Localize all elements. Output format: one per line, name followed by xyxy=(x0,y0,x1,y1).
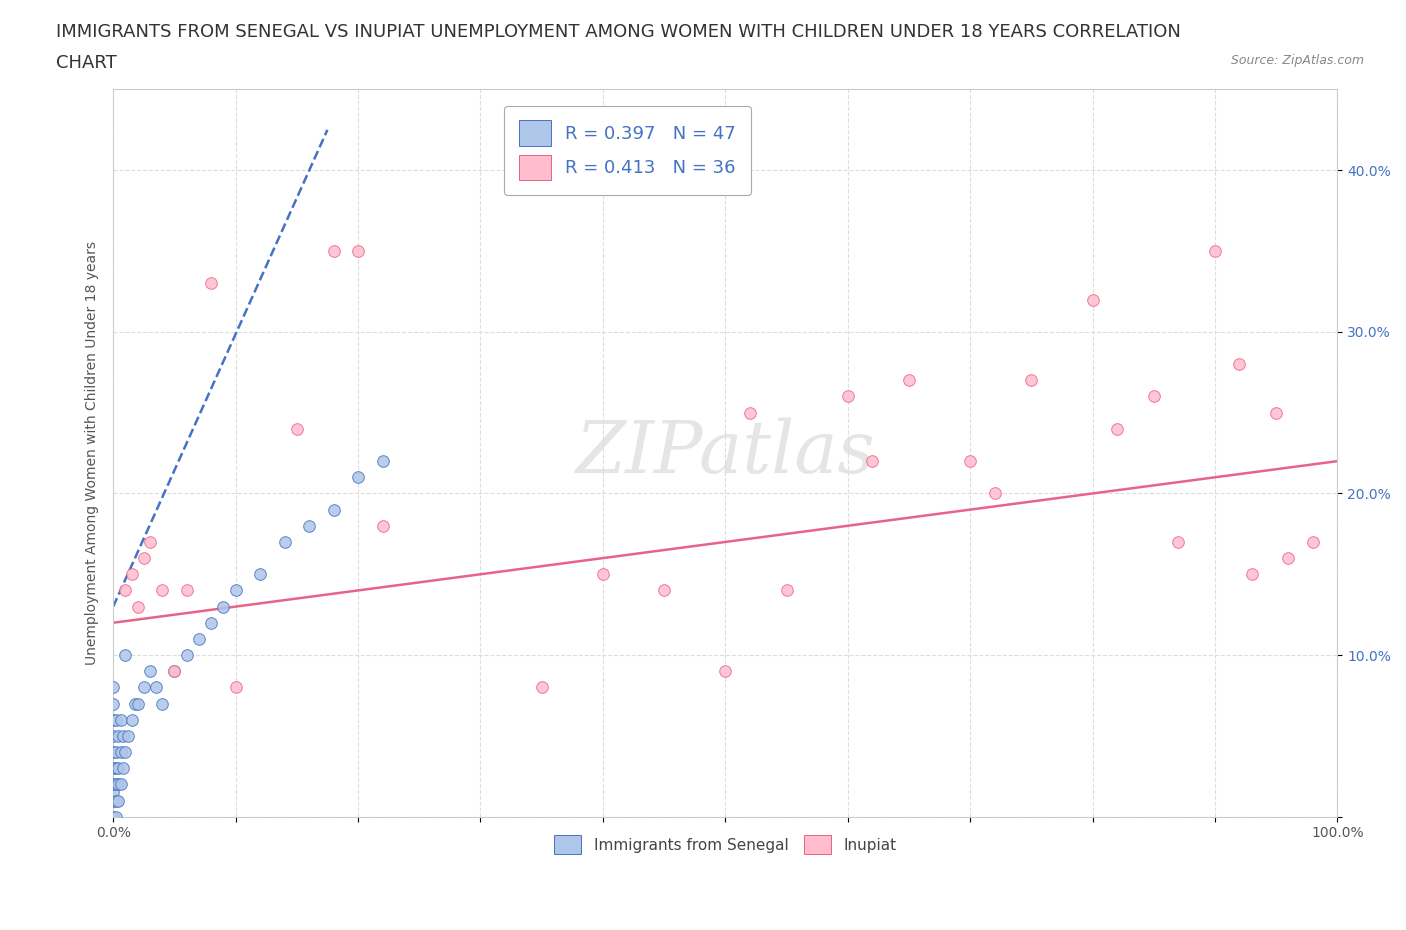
Point xyxy=(103,777,125,791)
Point xyxy=(371,518,394,533)
Point xyxy=(107,793,129,808)
Point xyxy=(592,566,614,581)
Point xyxy=(347,470,370,485)
Point xyxy=(1021,373,1043,388)
Point xyxy=(983,486,1005,501)
Point xyxy=(1240,566,1263,581)
Point xyxy=(285,421,308,436)
Point xyxy=(124,697,146,711)
Point xyxy=(176,583,198,598)
Point xyxy=(225,680,247,695)
Point xyxy=(150,697,173,711)
Point xyxy=(212,599,235,614)
Point xyxy=(111,761,134,776)
Point xyxy=(1229,357,1251,372)
Point xyxy=(187,631,209,646)
Point xyxy=(104,761,127,776)
Point xyxy=(103,728,125,743)
Point xyxy=(103,809,125,824)
Point xyxy=(110,712,132,727)
Point xyxy=(200,616,222,631)
Point xyxy=(1167,535,1189,550)
Point xyxy=(1265,405,1288,420)
Point xyxy=(107,777,129,791)
Text: Source: ZipAtlas.com: Source: ZipAtlas.com xyxy=(1230,54,1364,67)
Text: ZIPatlas: ZIPatlas xyxy=(575,418,875,488)
Point xyxy=(738,405,761,420)
Point xyxy=(103,785,125,800)
Point xyxy=(959,454,981,469)
Point xyxy=(104,793,127,808)
Point xyxy=(371,454,394,469)
Point xyxy=(1277,551,1299,565)
Point xyxy=(132,551,155,565)
Point xyxy=(225,583,247,598)
Point xyxy=(347,244,370,259)
Point xyxy=(150,583,173,598)
Point xyxy=(107,728,129,743)
Y-axis label: Unemployment Among Women with Children Under 18 years: Unemployment Among Women with Children U… xyxy=(86,241,100,665)
Point xyxy=(121,712,143,727)
Point xyxy=(298,518,321,533)
Text: CHART: CHART xyxy=(56,54,117,72)
Point xyxy=(775,583,797,598)
Point xyxy=(104,712,127,727)
Point xyxy=(1143,389,1166,404)
Point xyxy=(104,745,127,760)
Point xyxy=(1081,292,1104,307)
Point xyxy=(132,680,155,695)
Point xyxy=(103,761,125,776)
Point xyxy=(1302,535,1324,550)
Point xyxy=(163,664,186,679)
Point xyxy=(273,535,295,550)
Point xyxy=(103,745,125,760)
Point xyxy=(114,583,136,598)
Point xyxy=(121,566,143,581)
Point xyxy=(111,728,134,743)
Point xyxy=(163,664,186,679)
Point xyxy=(103,680,125,695)
Point xyxy=(530,680,553,695)
Point xyxy=(145,680,167,695)
Point xyxy=(114,745,136,760)
Point xyxy=(714,664,737,679)
Point xyxy=(103,712,125,727)
Point xyxy=(104,777,127,791)
Point xyxy=(322,502,344,517)
Point xyxy=(104,809,127,824)
Point xyxy=(103,793,125,808)
Point xyxy=(107,761,129,776)
Point xyxy=(322,244,344,259)
Point xyxy=(127,697,149,711)
Point xyxy=(117,728,139,743)
Point xyxy=(897,373,920,388)
Point xyxy=(1105,421,1128,436)
Point xyxy=(103,697,125,711)
Point xyxy=(127,599,149,614)
Legend: Immigrants from Senegal, Inupiat: Immigrants from Senegal, Inupiat xyxy=(548,830,903,860)
Point xyxy=(110,777,132,791)
Point xyxy=(837,389,859,404)
Point xyxy=(110,745,132,760)
Point xyxy=(860,454,883,469)
Point xyxy=(200,276,222,291)
Point xyxy=(139,664,162,679)
Point xyxy=(139,535,162,550)
Point xyxy=(1204,244,1226,259)
Point xyxy=(249,566,271,581)
Point xyxy=(652,583,675,598)
Point xyxy=(176,647,198,662)
Point xyxy=(114,647,136,662)
Text: IMMIGRANTS FROM SENEGAL VS INUPIAT UNEMPLOYMENT AMONG WOMEN WITH CHILDREN UNDER : IMMIGRANTS FROM SENEGAL VS INUPIAT UNEMP… xyxy=(56,23,1181,41)
